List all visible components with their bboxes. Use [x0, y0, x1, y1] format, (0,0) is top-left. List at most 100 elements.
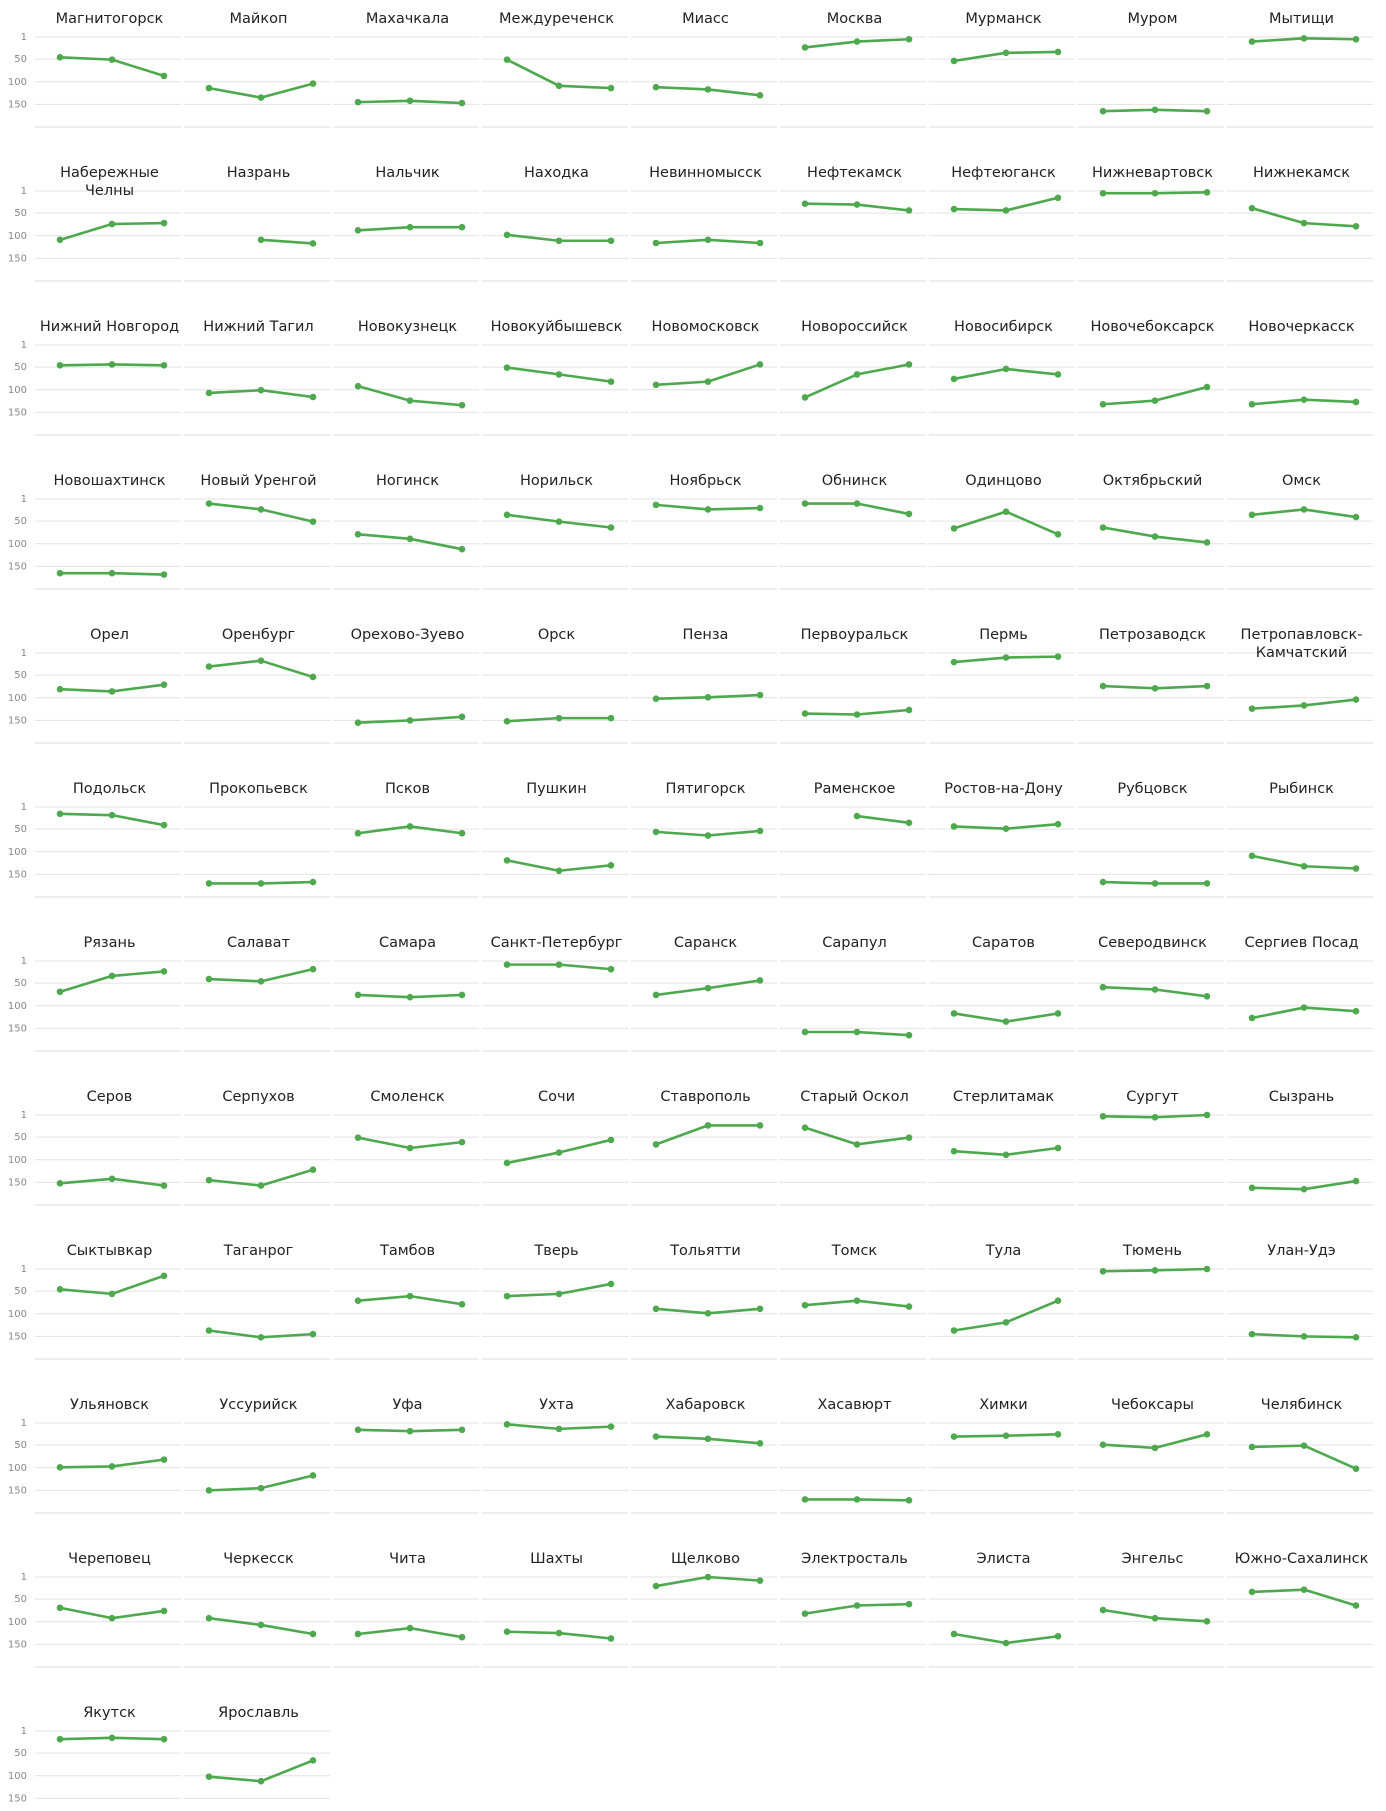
point: [950, 1010, 958, 1017]
y-tick-label: 50: [14, 978, 27, 989]
point: [257, 1182, 265, 1189]
point: [1054, 371, 1062, 378]
point: [950, 658, 958, 666]
point: [458, 545, 466, 553]
point: [1352, 1602, 1360, 1609]
point: [756, 239, 764, 247]
point: [853, 1602, 861, 1609]
point: [1099, 107, 1107, 115]
point: [756, 977, 764, 984]
y-tick-label: 1: [21, 494, 27, 505]
point: [704, 1435, 712, 1443]
chart-title: Сургут: [1126, 1089, 1179, 1105]
y-tick-label: 150: [8, 869, 27, 880]
point: [406, 1427, 414, 1435]
chart-title: Ярославль: [218, 1705, 299, 1721]
chart-title: Обнинск: [821, 473, 888, 489]
point: [56, 988, 64, 996]
chart-title: Хабаровск: [665, 1397, 746, 1413]
chart-title: Норильск: [520, 473, 593, 489]
point: [801, 394, 809, 401]
chart-title: Москва: [826, 11, 883, 27]
point: [607, 1423, 615, 1430]
point: [1203, 880, 1211, 887]
y-tick-label: 150: [8, 1023, 27, 1034]
chart-title: Химки: [979, 1397, 1028, 1413]
point: [1002, 1319, 1010, 1326]
point: [1054, 1010, 1062, 1017]
point: [1099, 1606, 1107, 1614]
point: [1300, 1004, 1308, 1011]
chart-title: Элиста: [976, 1551, 1031, 1567]
chart-title: Нижнекамск: [1252, 165, 1351, 181]
point: [1352, 398, 1360, 406]
chart-title: Санкт-Петербург: [490, 935, 623, 951]
point: [853, 1141, 861, 1148]
point: [309, 1757, 317, 1764]
series-line: [804, 363, 910, 399]
series-line: [1251, 1444, 1357, 1470]
chart-title: Тюмень: [1123, 1243, 1182, 1259]
point: [458, 1426, 466, 1434]
point: [160, 1272, 168, 1280]
point: [257, 1333, 265, 1341]
point: [1300, 702, 1308, 709]
point: [950, 823, 958, 830]
chart-title: Серпухов: [222, 1089, 295, 1105]
point: [309, 240, 317, 247]
point: [756, 1305, 764, 1313]
point: [458, 1300, 466, 1308]
chart-title: Махачкала: [365, 11, 450, 27]
point: [704, 832, 712, 839]
point: [1054, 48, 1062, 56]
point: [1099, 400, 1107, 408]
point: [1002, 365, 1010, 373]
point: [1203, 383, 1211, 391]
point: [853, 371, 861, 378]
y-tick-label: 1: [21, 340, 27, 351]
point: [801, 710, 809, 717]
point: [56, 569, 64, 577]
point: [1151, 1113, 1159, 1121]
chart-title: Набережные Челны: [60, 165, 159, 199]
point: [1300, 396, 1308, 404]
point: [1248, 511, 1256, 519]
chart-title: Уссурийск: [219, 1397, 298, 1413]
point: [406, 223, 414, 231]
chart-title: Новочебоксарск: [1090, 319, 1215, 335]
point: [1352, 1177, 1360, 1185]
y-tick-label: 100: [8, 847, 27, 858]
chart-title: Новошахтинск: [53, 473, 166, 489]
chart-title: Нефтеюганск: [951, 165, 1056, 181]
y-tick-label: 100: [8, 385, 27, 396]
point: [406, 397, 414, 404]
point: [853, 1028, 861, 1036]
point: [56, 1464, 64, 1471]
chart-title: Саранск: [673, 935, 738, 951]
chart-title: Томск: [831, 1243, 878, 1259]
point: [853, 38, 861, 45]
point: [56, 1286, 64, 1293]
point: [853, 1496, 861, 1503]
point: [354, 1426, 362, 1434]
point: [160, 1735, 168, 1743]
point: [458, 1633, 466, 1641]
point: [801, 1496, 809, 1503]
point: [56, 362, 64, 369]
chart-title: Междуреченск: [499, 11, 614, 27]
y-tick-label: 1: [21, 32, 27, 43]
point: [1002, 654, 1010, 661]
point: [1352, 1333, 1360, 1341]
chart-title: Саратов: [972, 935, 1035, 951]
point: [160, 1607, 168, 1615]
point: [1203, 682, 1211, 690]
point: [257, 1621, 265, 1629]
point: [1300, 1333, 1308, 1340]
chart-title: Нижневартовск: [1091, 165, 1214, 181]
point: [555, 1629, 563, 1637]
chart-title: Салават: [226, 935, 291, 951]
point: [309, 1472, 317, 1479]
y-tick-label: 50: [14, 1748, 27, 1759]
point: [555, 237, 563, 245]
point: [1002, 1432, 1010, 1439]
